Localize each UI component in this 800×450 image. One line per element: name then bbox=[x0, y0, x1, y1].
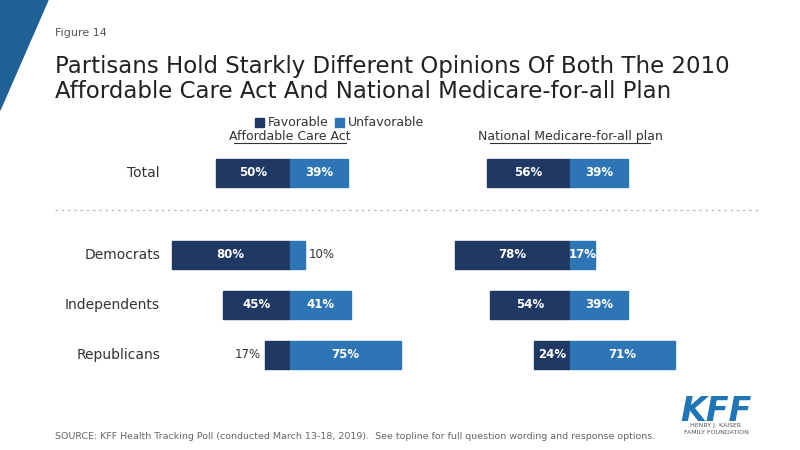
Bar bbox=[265, 341, 290, 369]
Bar bbox=[290, 291, 350, 319]
Polygon shape bbox=[0, 0, 48, 110]
Bar bbox=[335, 117, 344, 126]
Text: 75%: 75% bbox=[331, 348, 359, 361]
Text: 80%: 80% bbox=[217, 248, 245, 261]
Text: Unfavorable: Unfavorable bbox=[348, 116, 424, 129]
Bar bbox=[534, 341, 570, 369]
Text: 39%: 39% bbox=[585, 298, 613, 311]
Text: Figure 14: Figure 14 bbox=[55, 28, 107, 38]
Bar bbox=[290, 159, 348, 187]
Bar bbox=[490, 291, 570, 319]
Text: HENRY J. KAISER
FAMILY FOUNDATION: HENRY J. KAISER FAMILY FOUNDATION bbox=[683, 423, 749, 435]
Text: Independents: Independents bbox=[65, 298, 160, 312]
Text: Republicans: Republicans bbox=[76, 348, 160, 362]
Bar bbox=[570, 291, 628, 319]
Bar bbox=[290, 341, 401, 369]
Bar bbox=[216, 159, 290, 187]
Bar bbox=[570, 159, 628, 187]
Text: 45%: 45% bbox=[242, 298, 271, 311]
Text: SOURCE: KFF Health Tracking Poll (conducted March 13-18, 2019).  See topline for: SOURCE: KFF Health Tracking Poll (conduc… bbox=[55, 432, 655, 441]
Bar bbox=[570, 341, 675, 369]
Text: 78%: 78% bbox=[498, 248, 526, 261]
Bar bbox=[570, 241, 595, 269]
Text: 54%: 54% bbox=[516, 298, 544, 311]
Text: 39%: 39% bbox=[305, 166, 333, 180]
Text: Total: Total bbox=[127, 166, 160, 180]
Text: 17%: 17% bbox=[569, 248, 597, 261]
Bar bbox=[290, 241, 305, 269]
Text: 71%: 71% bbox=[609, 348, 637, 361]
Bar bbox=[223, 291, 290, 319]
Text: 24%: 24% bbox=[538, 348, 566, 361]
Bar bbox=[487, 159, 570, 187]
Text: Affordable Care Act: Affordable Care Act bbox=[229, 130, 351, 143]
Text: Democrats: Democrats bbox=[84, 248, 160, 262]
Bar bbox=[454, 241, 570, 269]
Text: 10%: 10% bbox=[309, 248, 335, 261]
Bar bbox=[171, 241, 290, 269]
Text: KFF: KFF bbox=[680, 395, 752, 428]
Text: Favorable: Favorable bbox=[268, 116, 329, 129]
Text: National Medicare-for-all plan: National Medicare-for-all plan bbox=[478, 130, 662, 143]
Text: 39%: 39% bbox=[585, 166, 613, 180]
Text: Partisans Hold Starkly Different Opinions Of Both The 2010: Partisans Hold Starkly Different Opinion… bbox=[55, 55, 730, 78]
Text: 41%: 41% bbox=[306, 298, 334, 311]
Text: Affordable Care Act And National Medicare-for-all Plan: Affordable Care Act And National Medicar… bbox=[55, 80, 671, 103]
Text: 56%: 56% bbox=[514, 166, 542, 180]
Text: 17%: 17% bbox=[234, 348, 261, 361]
Bar bbox=[255, 117, 264, 126]
Text: 50%: 50% bbox=[239, 166, 267, 180]
